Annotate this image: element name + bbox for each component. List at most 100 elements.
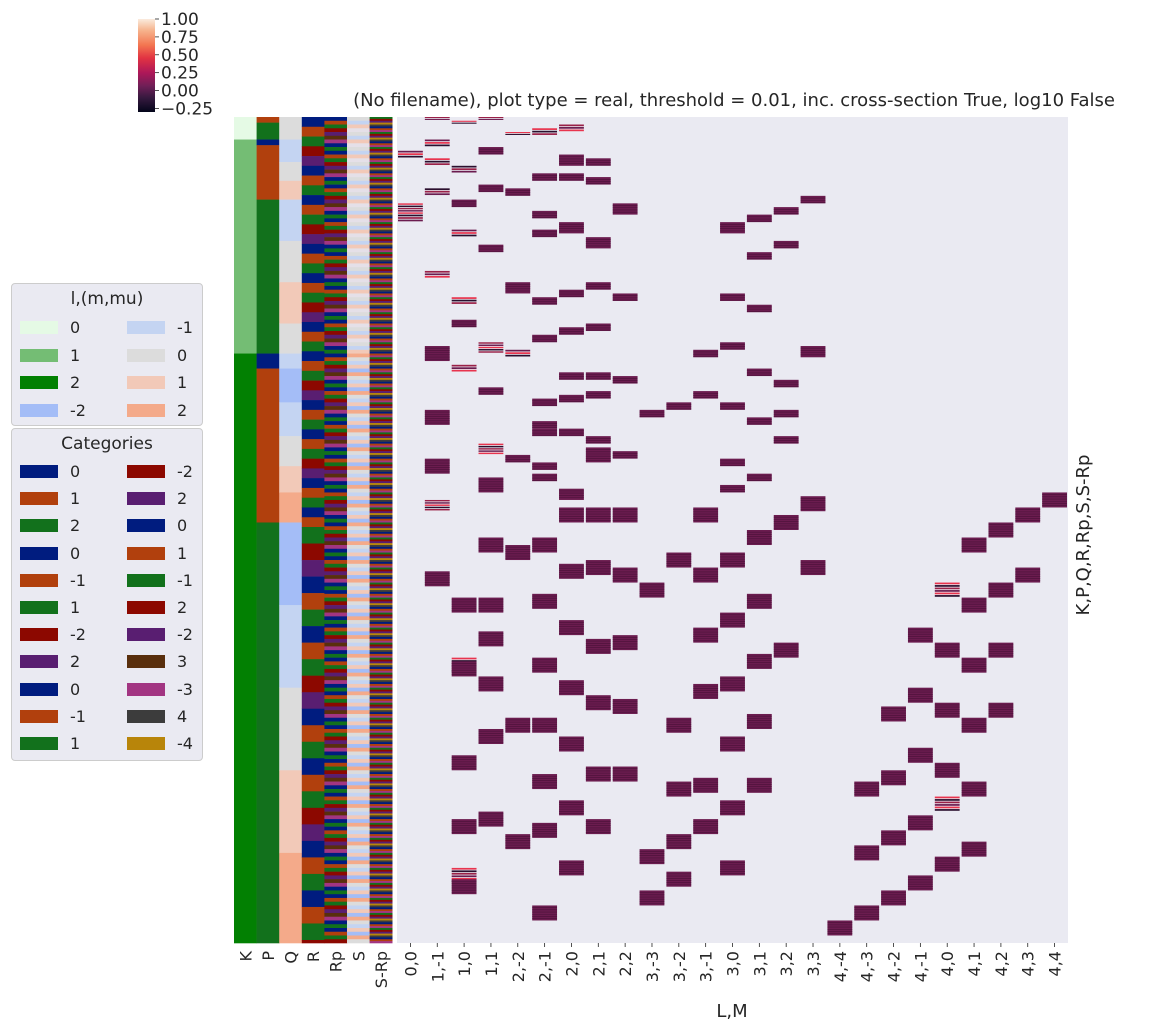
row-color-R [301,292,325,303]
heatmap-cell-block [585,638,611,654]
row-color-S-Rp [369,839,393,842]
legend-label: -2 [70,625,86,645]
heatmap-cell-block [398,150,423,158]
row-color-S-Rp [369,368,393,371]
row-color-S-Rp [369,479,393,482]
row-color-Rp [324,135,348,140]
row-color-S [347,759,370,764]
heatmap-cell-block [585,372,611,380]
heatmap-cell [424,499,450,502]
row-color-S [347,815,370,820]
row-color-Rp [324,713,348,719]
legend-label: 1 [70,598,81,617]
row-color-S [347,312,370,317]
row-color-Rp [324,143,348,148]
row-color-S-Rp [369,749,393,752]
row-color-S [347,935,370,940]
row-color-Rp [324,841,348,846]
row-color-S-Rp [369,824,393,827]
heatmap-cell-block [532,905,558,921]
row-color-S-Rp [369,374,393,377]
row-color-R [301,609,325,627]
row-color-Rp [324,514,348,520]
row-color-S-Rp [369,280,393,283]
row-color-S [347,413,370,418]
row-color-K [234,117,257,140]
row-color-S-Rp [369,203,393,206]
row-color-S [347,762,370,767]
row-color-Rp [324,593,348,598]
row-color-S-Rp [369,160,393,163]
row-color-S-Rp [369,843,393,846]
row-color-S-Rp [369,905,393,908]
row-color-Rp [324,627,348,632]
row-color-Rp [324,852,348,857]
row-color-Rp [324,927,348,933]
heatmap-cell-block [585,158,611,166]
row-color-S [347,912,370,918]
heatmap-cell [451,232,477,234]
heatmap-cell [451,234,477,237]
row-color-S-Rp [369,715,393,719]
row-color-S [347,747,370,752]
row-color-S [347,338,370,343]
row-color-S-Rp [369,742,393,745]
row-color-S-Rp [369,409,393,413]
row-color-S-Rp [369,323,393,326]
row-color-S [347,169,370,174]
heatmap-cell-block [398,203,423,214]
row-color-S-Rp [369,713,393,717]
row-color-S-Rp [369,180,393,184]
row-color-S [347,526,370,531]
x-tick-label: 4,4 [1046,951,1065,976]
heatmap-cell-block [773,436,799,444]
heatmap-cell [532,128,558,130]
row-color-R [301,593,325,610]
row-color-S [347,199,370,204]
heatmap-cell-block [585,177,611,185]
row-color-S-Rp [369,708,393,711]
row-color-S-Rp [369,372,393,375]
row-color-label: R [304,951,323,962]
row-color-Rp [324,740,348,745]
heatmap-cell-block [532,473,558,482]
row-color-Rp [324,518,348,523]
row-color-Rp [324,710,348,715]
row-color-S-Rp [369,128,393,131]
row-color-S-Rp [369,787,393,790]
row-color-Rp [324,691,348,696]
row-color-Rp [324,361,348,366]
heatmap-cell [451,199,477,208]
row-color-S [347,860,370,865]
heatmap-cell-block [505,282,531,294]
heatmap-cell [424,188,450,191]
row-color-S-Rp [369,693,393,696]
row-color-S-Rp [369,163,393,167]
row-color-Rp [324,886,348,891]
row-color-Rp [324,890,348,895]
row-color-Rp [324,248,348,253]
row-color-S-Rp [369,702,393,705]
row-color-S-Rp [369,747,393,750]
legend-swatch [20,321,58,334]
x-tick-label: 1,-1 [428,951,447,982]
row-color-S-Rp [369,698,393,702]
row-color-S-Rp [369,819,393,822]
row-color-S-Rp [369,591,393,595]
row-color-S-Rp [369,439,393,443]
row-color-S [347,856,370,861]
heatmap-cell-block [559,372,584,380]
row-color-S-Rp [369,916,393,919]
legend-label: 1 [70,734,81,753]
row-color-S [347,687,370,692]
row-color-R [301,857,325,875]
row-color-S [347,631,370,636]
row-color-Rp [324,612,348,617]
legend-swatch [20,601,58,614]
row-color-S-Rp [369,473,393,476]
heatmap-cell [451,302,477,304]
row-color-Rp [324,342,348,347]
legend-swatch [127,546,165,560]
row-color-S [347,785,370,790]
row-color-S-Rp [369,655,393,658]
